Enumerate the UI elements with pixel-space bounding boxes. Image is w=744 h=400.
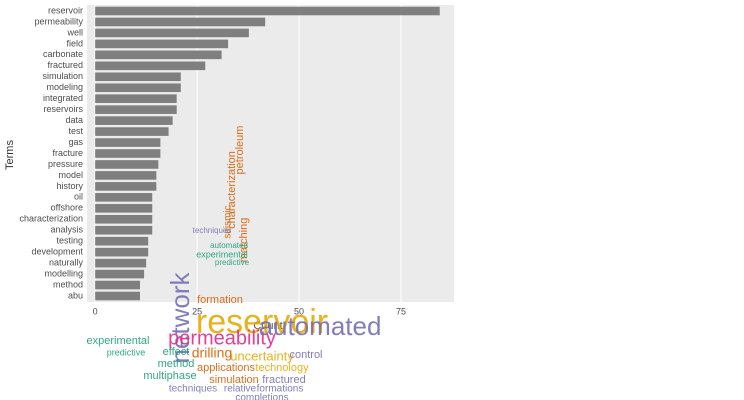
y-tick-label: modeling [46,82,83,92]
cloud-word: matching [238,218,250,263]
bar [95,171,157,180]
bar [95,94,177,103]
bar [95,6,440,16]
cloud-word: automated [210,241,248,250]
cloud-word: characterization [226,151,238,229]
y-tick-label: method [53,279,83,289]
y-tick-label: permeability [34,16,83,26]
cloud-word: technology [255,362,309,374]
y-tick-label: test [68,126,83,136]
y-tick-label: fractured [47,60,83,70]
y-tick-label: model [58,170,83,180]
bar [95,149,161,158]
y-tick-label: field [66,38,83,48]
cloud-word: completions [235,393,288,400]
cloud-word: method [158,358,195,370]
bar [95,182,157,191]
bar [95,204,153,213]
bar [95,28,249,38]
cloud-word: drilling [192,345,232,361]
bar [95,17,266,27]
y-tick-label: simulation [42,71,83,81]
bar [95,50,222,60]
cloud-word: fractured [262,374,305,386]
cloud-word: formations [257,384,304,395]
bar [95,236,149,246]
y-tick-label: integrated [43,93,83,103]
y-tick-label: reservoir [48,5,83,15]
y-tick-label: characterization [19,214,83,224]
cloud-word: multiphase [143,370,196,382]
y-tick-label: naturally [49,257,84,267]
cloud-word: network [165,271,195,363]
cloud-word: uncertainty [230,348,294,363]
cloud-word: effect [163,346,190,358]
cloud-word: applications [197,362,256,374]
cloud-word: formation [197,294,243,306]
cloud-word: control [289,349,322,361]
cloud-word: predictive [215,258,250,267]
cloud-word: techniques [169,384,217,395]
y-tick-label: pressure [48,159,83,169]
cloud-word: petroleum [234,126,246,175]
y-tick-label: modelling [44,268,83,278]
bar [95,72,181,82]
y-tick-label: abu [68,290,83,300]
y-tick-label: offshore [51,203,83,213]
x-tick-label: 75 [396,306,406,316]
x-tick-label: 0 [93,306,98,316]
y-tick-label: reservoirs [43,104,83,114]
bar [95,39,229,49]
y-tick-label: gas [68,137,83,147]
cloud-word: experimental [87,335,150,347]
y-tick-label: data [65,115,83,125]
y-tick-label: development [31,247,83,257]
y-tick-label: oil [74,192,83,202]
y-tick-label: history [56,181,83,191]
bar [95,193,153,202]
bar [95,83,181,93]
cloud-word: permeability [168,327,276,349]
bar [95,280,141,290]
bar [95,105,177,114]
bar [95,225,153,235]
bar [95,160,159,169]
cloud-word: techniques [193,226,232,235]
cloud-word: reservoir [196,303,328,341]
x-tick-label: 50 [294,306,304,316]
bar [95,258,147,268]
cloud-word: experimental [196,249,248,259]
bar [95,269,145,279]
bar [95,61,206,71]
y-axis-title: Terms [4,140,16,170]
bar [95,291,141,301]
bar [95,214,153,224]
bar [95,116,173,125]
bar [95,247,149,257]
x-tick-label: 25 [192,306,202,316]
cloud-word: relative [224,384,257,395]
bar [95,138,161,147]
y-tick-label: analysis [50,225,83,235]
bar [95,127,169,136]
cloud-word: predictive [107,347,146,357]
x-axis-title: Count [253,320,282,332]
y-tick-label: carbonate [43,49,83,59]
cloud-word: simulation [209,374,259,386]
y-tick-label: testing [56,236,83,246]
y-tick-label: well [66,27,83,37]
cloud-word: seismic [223,205,234,238]
cloud-word: automated [259,311,382,341]
y-tick-label: fracture [52,148,83,158]
